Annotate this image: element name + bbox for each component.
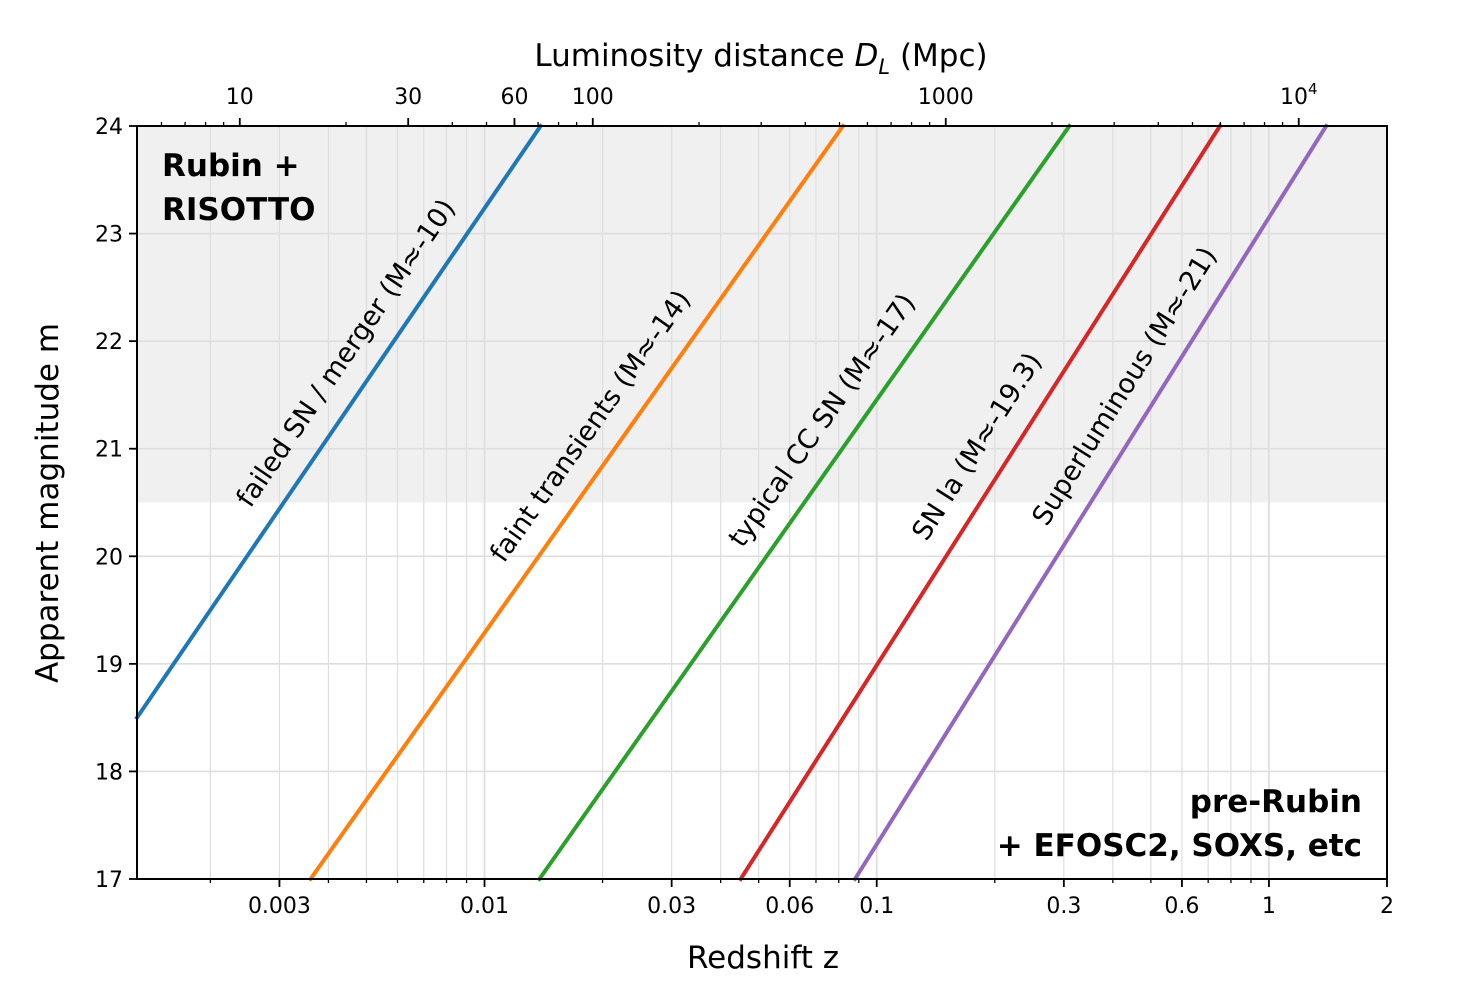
top-axis-label: Luminosity distance DL (Mpc) — [534, 38, 987, 79]
x-tick-label: 0.003 — [248, 894, 311, 919]
top-tick-label: 100 — [572, 85, 614, 110]
top-tick-label: 10 — [226, 85, 254, 110]
x-tick-label: 0.06 — [765, 894, 814, 919]
top-tick-label: 30 — [394, 85, 422, 110]
y-tick-label: 17 — [95, 868, 123, 893]
top-tick-label: 104 — [1280, 80, 1318, 110]
series-line-2 — [307, 123, 846, 882]
x-tick-label: 2 — [1380, 894, 1394, 919]
series-line-5 — [852, 123, 1329, 882]
y-tick-label: 24 — [95, 115, 123, 140]
x-axis-label: Redshift z — [687, 940, 839, 976]
y-tick-label: 23 — [95, 223, 123, 248]
y-tick-label: 21 — [95, 438, 123, 463]
y-tick-label: 20 — [95, 545, 123, 570]
shaded-region-label-line-2: RISOTTO — [162, 192, 315, 228]
y-tick-label: 19 — [95, 653, 123, 678]
unshaded-region-label-line-2: + EFOSC2, SOXS, etc — [997, 828, 1362, 864]
series-line-4 — [737, 123, 1223, 882]
x-tick-label: 0.6 — [1164, 894, 1199, 919]
x-tick-label: 0.01 — [460, 894, 509, 919]
shaded-region-label-line-1: Rubin + — [162, 148, 300, 184]
series-line-1 — [134, 123, 544, 721]
top-tick-label: 1000 — [918, 85, 974, 110]
unshaded-region-label-line-1: pre-Rubin — [1190, 784, 1362, 820]
axes-frame-layer — [136, 125, 1388, 880]
y-axis-label: Apparent magnitude m — [30, 323, 66, 683]
x-tick-label: 1 — [1262, 894, 1276, 919]
series-line-3 — [536, 123, 1073, 882]
labels-layer: Redshift z Apparent magnitude m Luminosi… — [30, 38, 1362, 976]
y-tick-label: 18 — [95, 760, 123, 785]
axes-frame — [136, 125, 1388, 880]
y-tick-label: 22 — [95, 330, 123, 355]
x-tick-label: 0.1 — [859, 894, 894, 919]
top-tick-label: 60 — [500, 85, 528, 110]
x-tick-label: 0.03 — [647, 894, 696, 919]
x-tick-label: 0.3 — [1046, 894, 1081, 919]
